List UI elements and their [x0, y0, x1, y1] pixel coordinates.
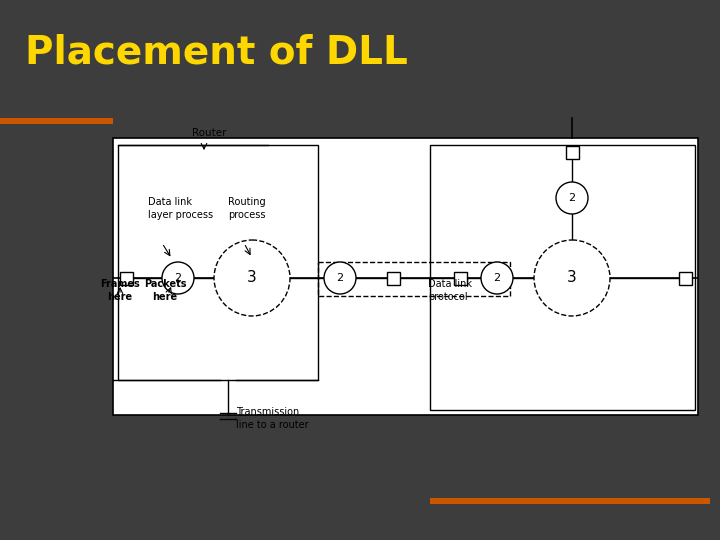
Bar: [387, 272, 400, 285]
Text: 2: 2: [336, 273, 343, 283]
Circle shape: [534, 240, 610, 316]
Bar: [430, 145, 695, 410]
Bar: [0, 118, 113, 124]
Text: Router: Router: [192, 128, 227, 138]
Bar: [430, 498, 710, 504]
Text: 2: 2: [568, 193, 575, 203]
Bar: [318, 262, 510, 296]
Text: Transmission
line to a router: Transmission line to a router: [236, 407, 309, 430]
Bar: [118, 145, 318, 380]
Text: Packets
here: Packets here: [144, 279, 186, 302]
Circle shape: [324, 262, 356, 294]
Text: Frames
here: Frames here: [100, 279, 140, 302]
Bar: [454, 272, 467, 285]
Bar: [113, 138, 698, 415]
Text: Routing
process: Routing process: [228, 197, 266, 220]
Text: 2: 2: [174, 273, 181, 283]
Bar: [678, 272, 691, 285]
Text: Placement of DLL: Placement of DLL: [25, 33, 408, 71]
Text: 3: 3: [247, 271, 257, 286]
Text: 2: 2: [493, 273, 500, 283]
Text: 3: 3: [567, 271, 577, 286]
Bar: [120, 272, 132, 285]
Bar: [565, 145, 578, 159]
Circle shape: [214, 240, 290, 316]
Circle shape: [162, 262, 194, 294]
Circle shape: [481, 262, 513, 294]
Text: Data link
protocol: Data link protocol: [428, 279, 472, 302]
Circle shape: [556, 182, 588, 214]
Text: Data link
layer process: Data link layer process: [148, 197, 213, 220]
